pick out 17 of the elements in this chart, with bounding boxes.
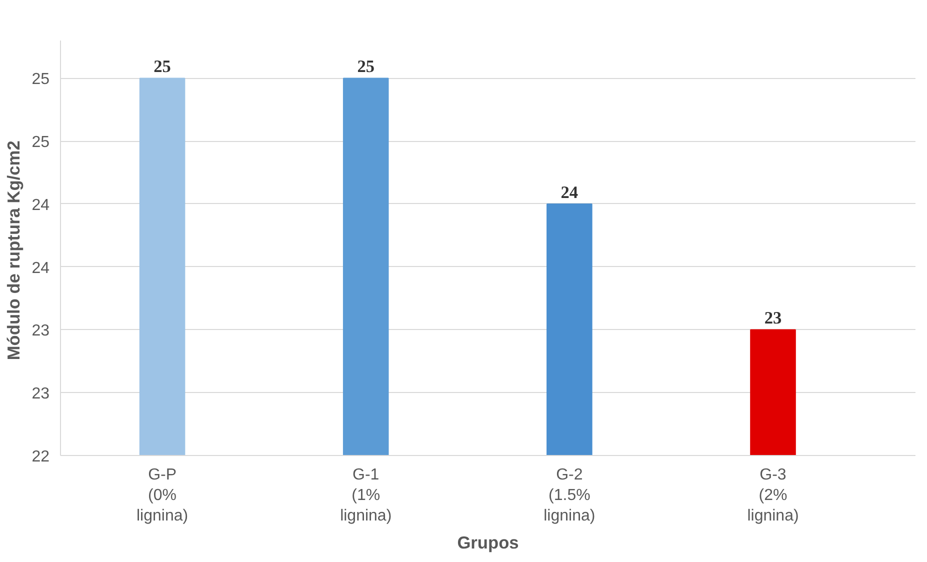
x-tick-label: G-3 (2% lignina) bbox=[747, 466, 799, 524]
x-tick-label: G-P (0% lignina) bbox=[136, 466, 188, 524]
y-tick-label: 23 bbox=[32, 386, 50, 403]
x-tick-label: G-1 (1% lignina) bbox=[340, 466, 392, 524]
data-label: 23 bbox=[764, 308, 782, 328]
data-label: 25 bbox=[154, 57, 172, 76]
data-label: 25 bbox=[357, 57, 375, 76]
y-axis-title: Módulo de ruptura Kg/cm2 bbox=[4, 140, 24, 360]
y-tick-label: 24 bbox=[32, 260, 50, 277]
x-axis-title: Grupos bbox=[457, 532, 519, 552]
data-label: 24 bbox=[560, 182, 578, 202]
y-tick-label: 24 bbox=[32, 196, 50, 214]
y-tick-label: 25 bbox=[32, 71, 50, 88]
x-tick-label: G-2 (1.5% lignina) bbox=[544, 466, 596, 524]
y-tick-label: 23 bbox=[32, 322, 50, 340]
y-tick-label: 25 bbox=[32, 134, 50, 152]
y-tick-label: 22 bbox=[32, 448, 50, 466]
